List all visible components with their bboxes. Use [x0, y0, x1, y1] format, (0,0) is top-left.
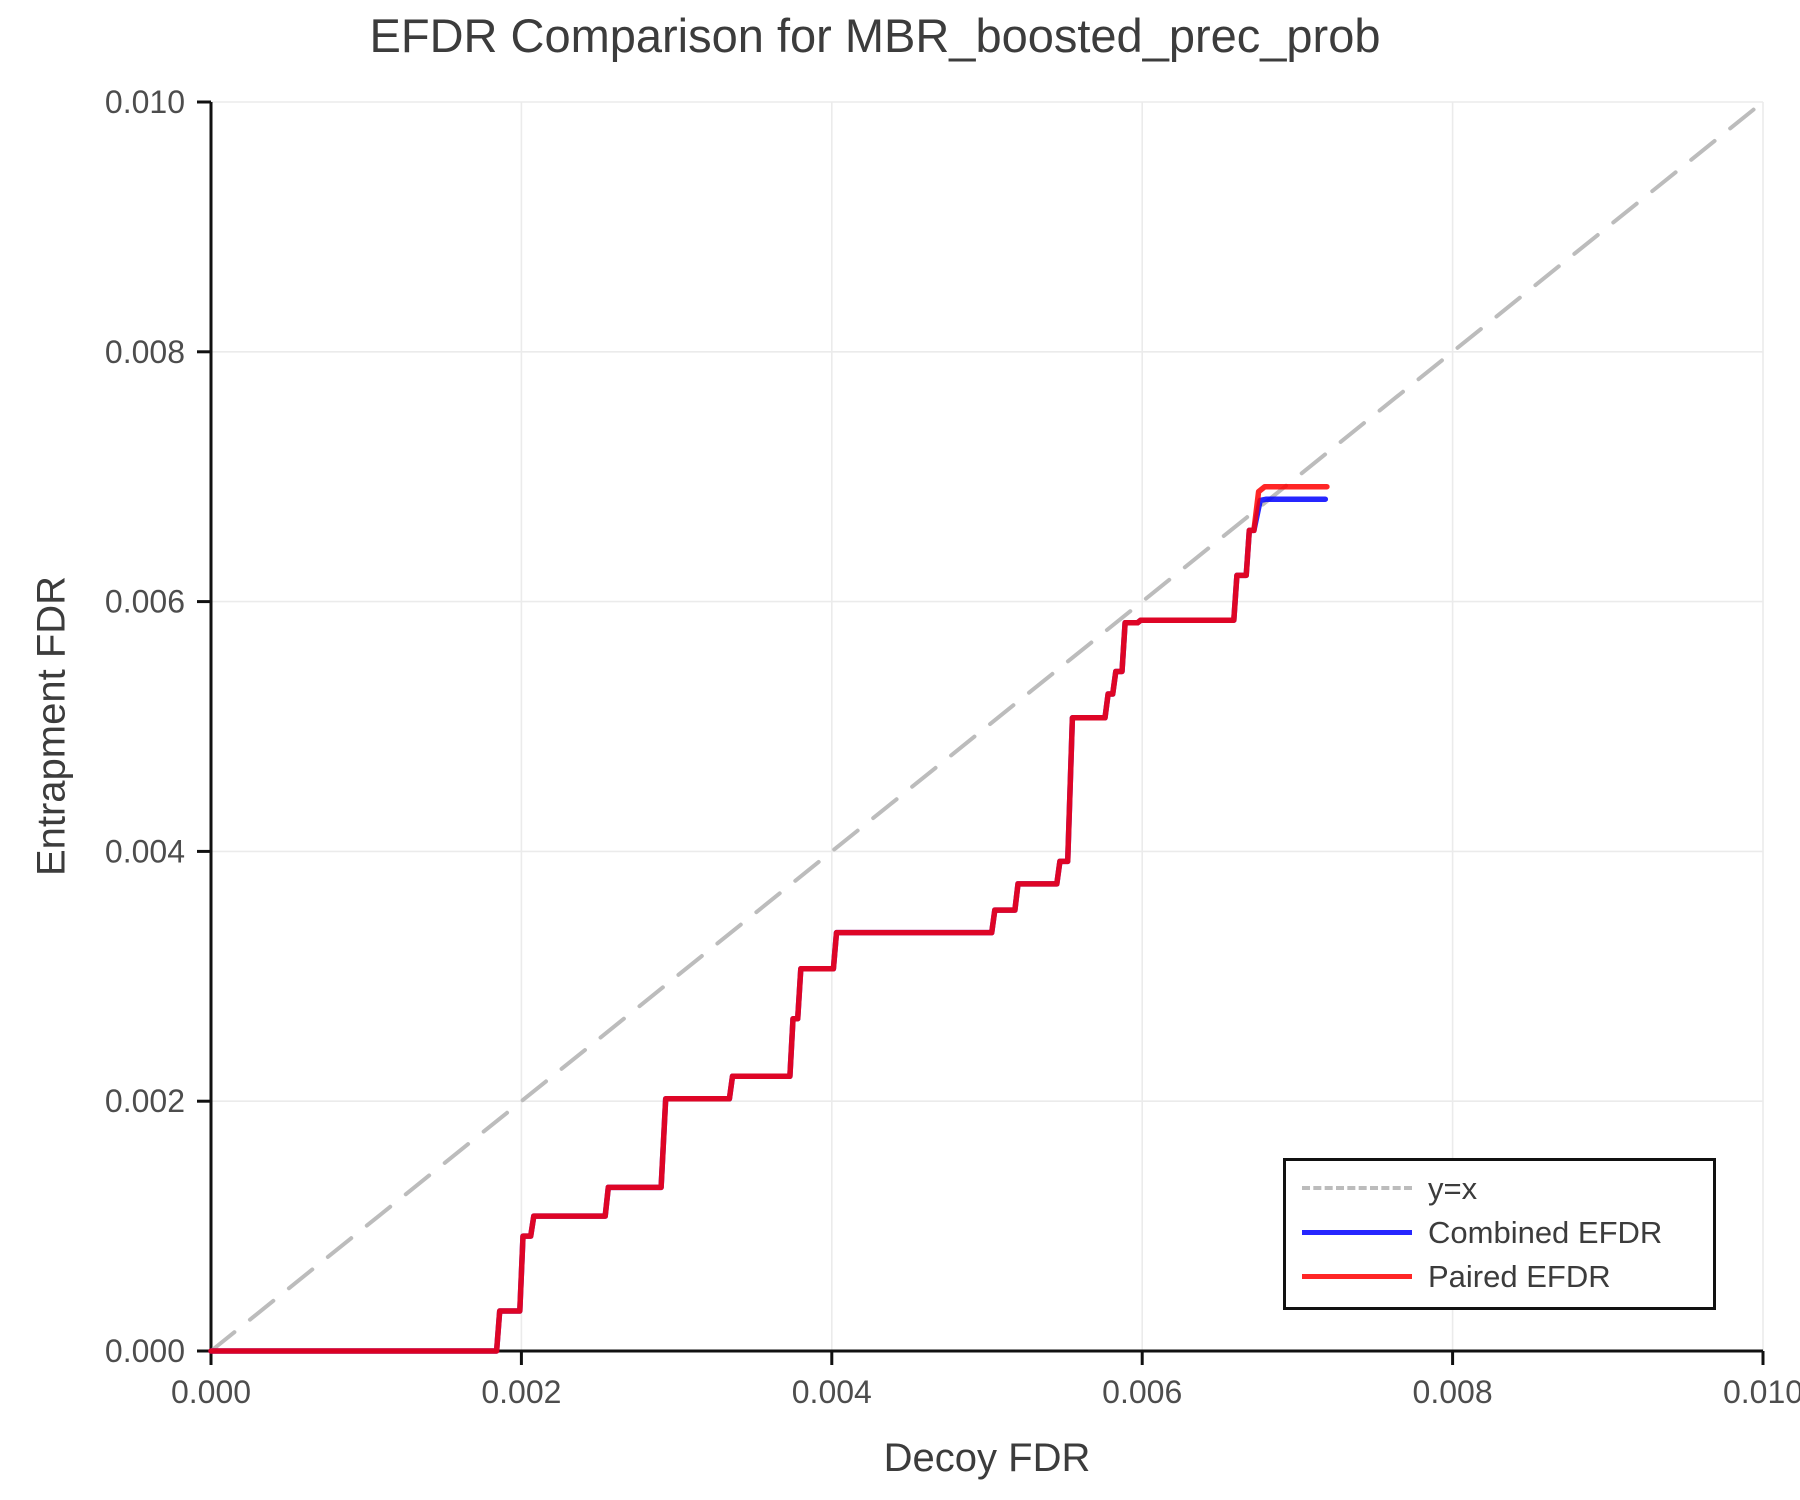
legend: y=x Combined EFDR Paired EFDR	[1283, 1158, 1716, 1310]
y-tick-label: 0.008	[105, 334, 185, 370]
y-tick-label: 0.000	[105, 1333, 185, 1369]
x-axis-label: Decoy FDR	[883, 1436, 1091, 1480]
y-tick-label: 0.004	[105, 833, 185, 869]
dashed-line-swatch-icon	[1302, 1186, 1412, 1190]
x-tick-label: 0.000	[171, 1374, 251, 1410]
x-tick-label: 0.010	[1723, 1374, 1800, 1410]
red-line-swatch-icon	[1302, 1273, 1412, 1279]
y-tick-label: 0.002	[105, 1083, 185, 1119]
legend-label: y=x	[1428, 1170, 1478, 1206]
series-y-x	[209, 100, 1765, 1353]
legend-item-paired-efdr: Paired EFDR	[1302, 1257, 1713, 1295]
y-axis-label: Entrapment FDR	[29, 575, 74, 877]
y-tick-label: 0.006	[105, 584, 185, 620]
blue-line-swatch-icon	[1302, 1229, 1412, 1235]
chart-title: EFDR Comparison for MBR_boosted_prec_pro…	[369, 9, 1381, 62]
y-tick-label: 0.010	[105, 84, 185, 120]
x-tick-label: 0.004	[792, 1374, 872, 1410]
series-paired-efdr	[208, 483, 1330, 1354]
legend-label: Paired EFDR	[1428, 1258, 1611, 1294]
series-combined-efdr	[208, 496, 1329, 1354]
x-tick-label: 0.002	[481, 1374, 561, 1410]
legend-label: Combined EFDR	[1428, 1214, 1663, 1250]
legend-item-combined-efdr: Combined EFDR	[1302, 1213, 1713, 1251]
legend-item-identity-line: y=x	[1302, 1169, 1713, 1207]
x-tick-label: 0.006	[1102, 1374, 1182, 1410]
x-tick-label: 0.008	[1413, 1374, 1493, 1410]
